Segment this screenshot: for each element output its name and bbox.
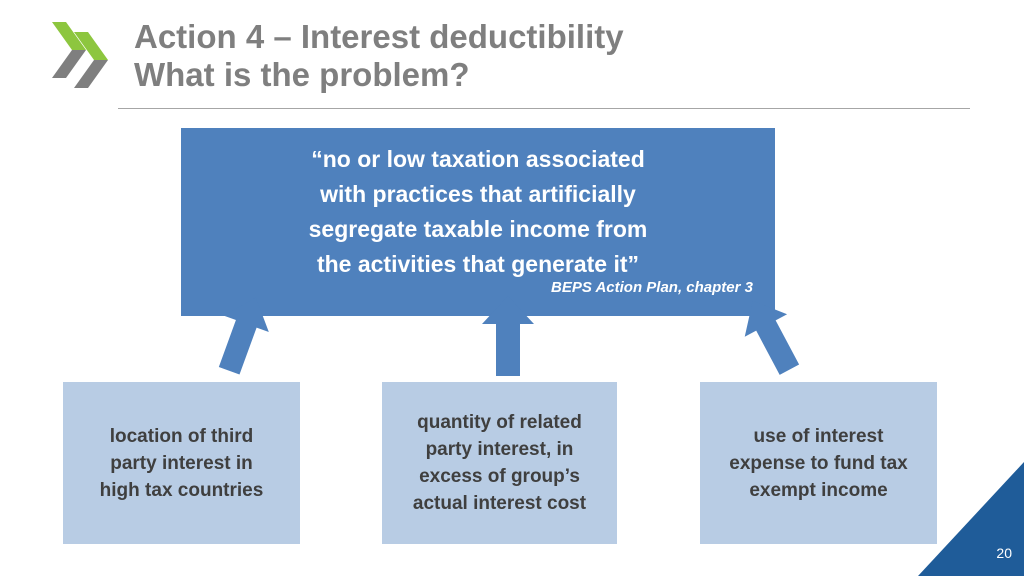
cause-box-third-party-interest: location of third party interest in high… (63, 382, 300, 544)
cause-box-tax-exempt-income: use of interest expense to fund tax exem… (700, 382, 937, 544)
quote-box: “no or low taxation associated with prac… (181, 128, 775, 316)
title-divider (118, 108, 970, 109)
title-line-2: What is the problem? (134, 56, 470, 93)
page-title: Action 4 – Interest deductibility What i… (134, 18, 934, 94)
quote-source: BEPS Action Plan, chapter 3 (551, 279, 753, 296)
title-line-1: Action 4 – Interest deductibility (134, 18, 624, 55)
quote-text: “no or low taxation associated with prac… (308, 146, 648, 277)
slide-number: 20 (996, 545, 1012, 561)
double-chevron-logo-icon (52, 22, 108, 88)
cause-box-related-party-interest: quantity of related party interest, in e… (382, 382, 617, 544)
